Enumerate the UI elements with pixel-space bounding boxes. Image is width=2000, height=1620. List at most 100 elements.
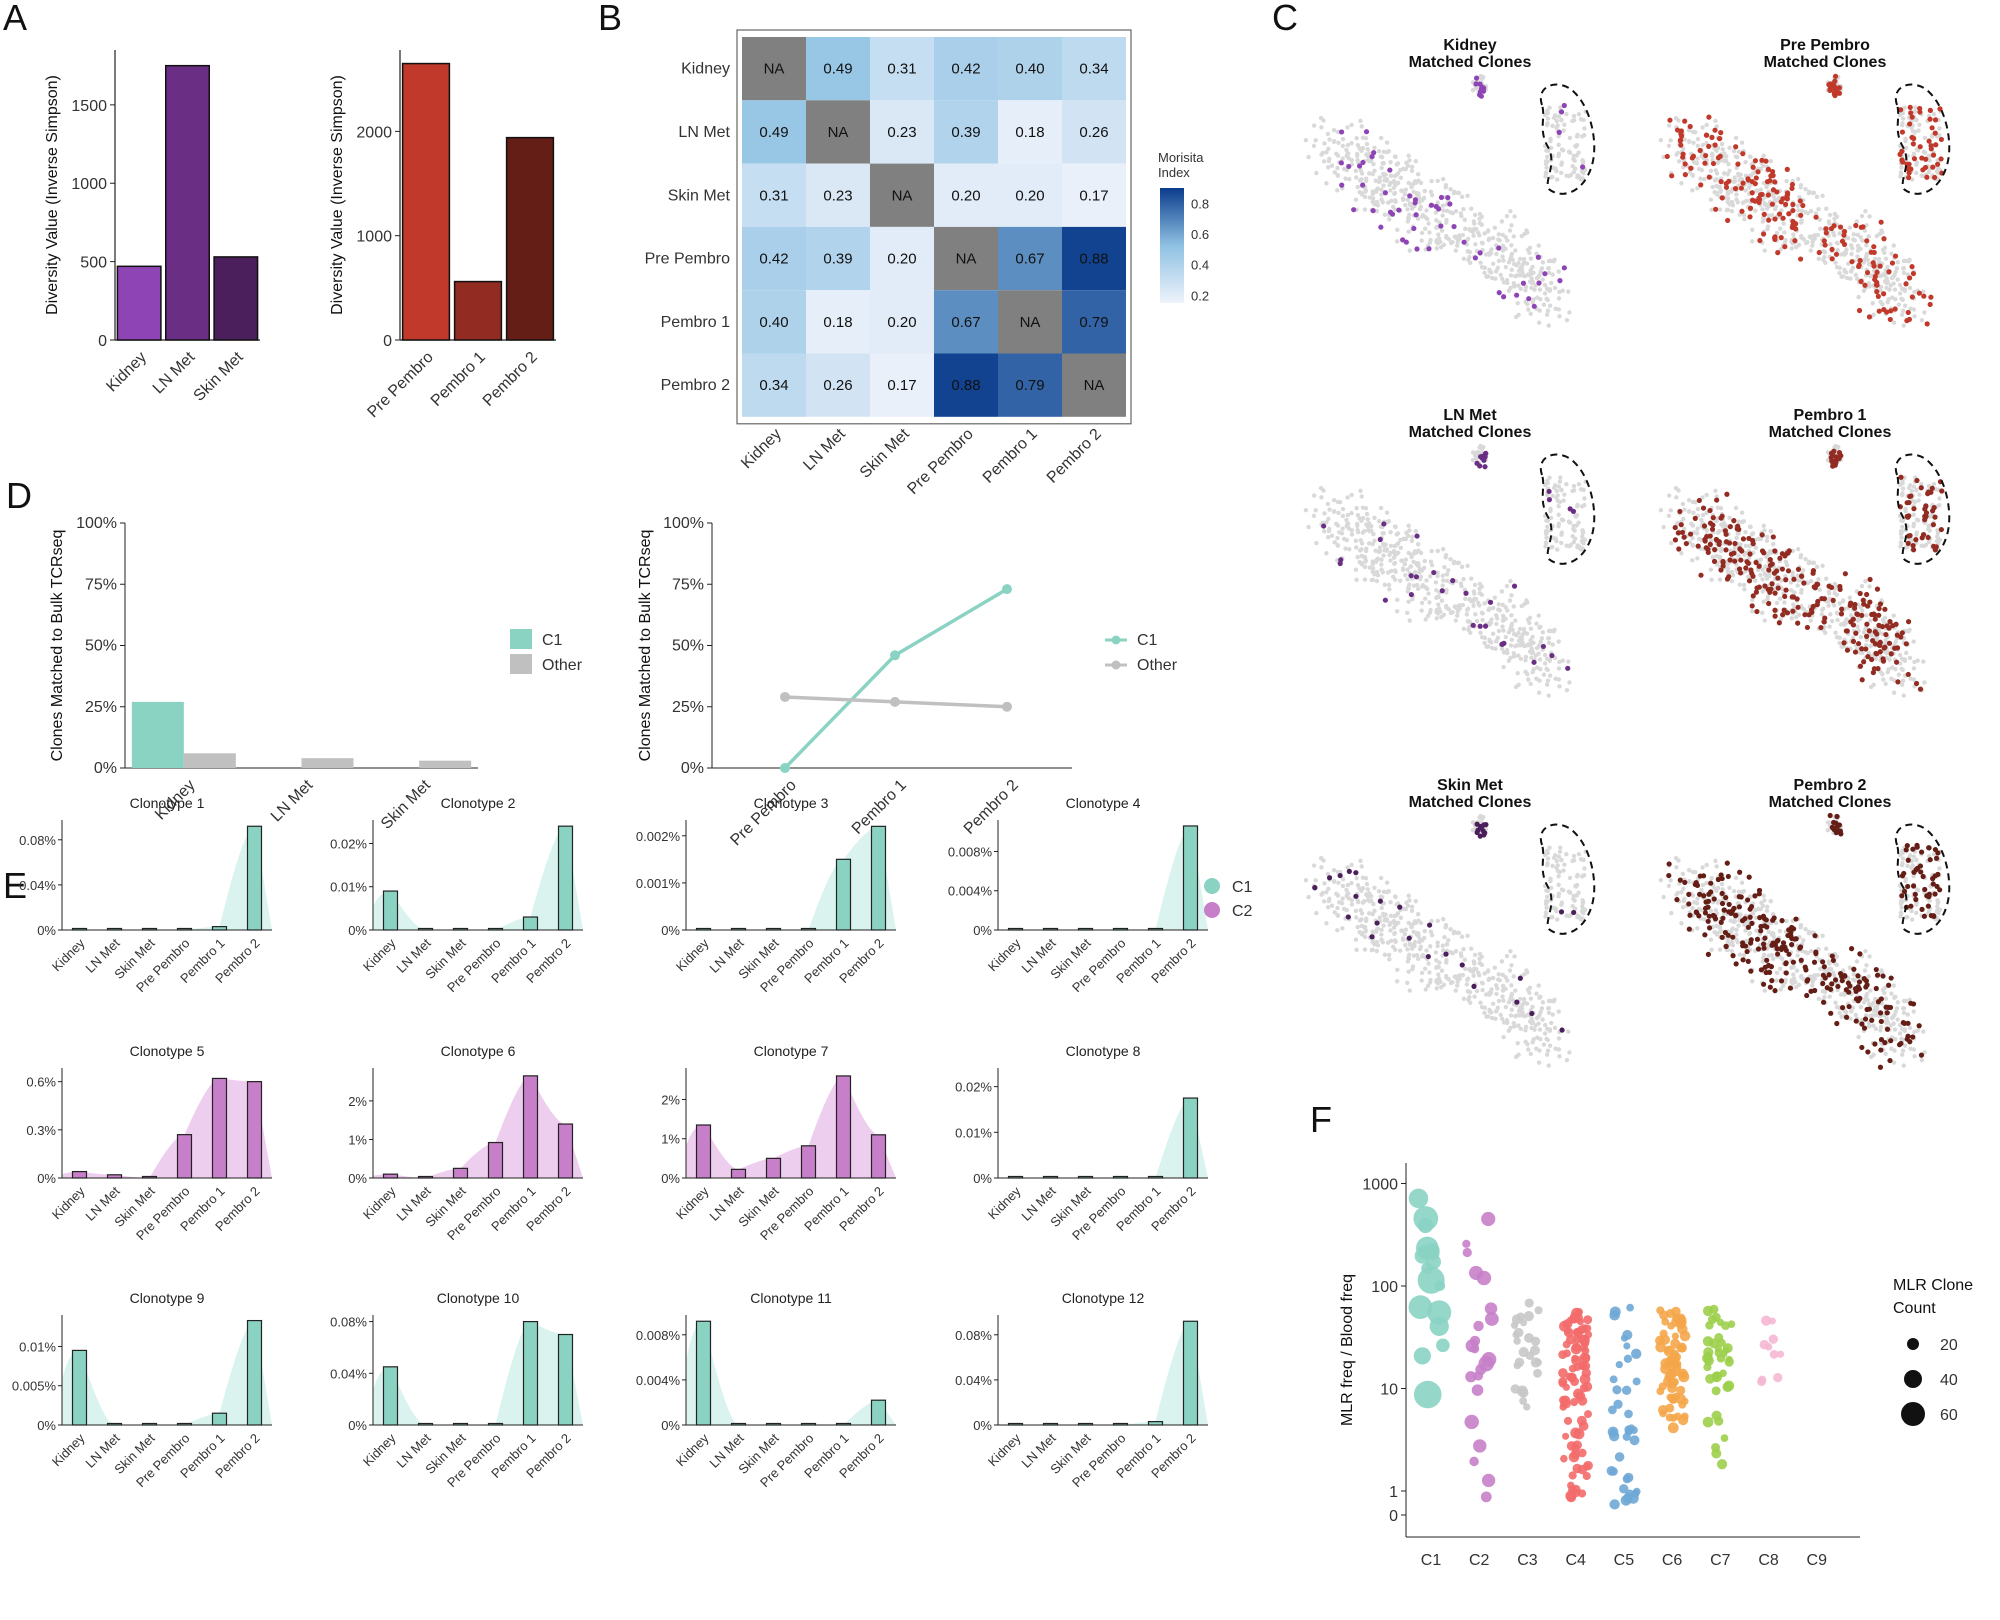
- umap-cell: [1559, 162, 1564, 167]
- umap-cell: [1508, 643, 1514, 648]
- umap-cell: [1428, 189, 1434, 194]
- matched-cell: [1908, 493, 1914, 499]
- umap-cell: [1369, 947, 1375, 953]
- umap-cell: [1335, 129, 1341, 135]
- umap-cell: [1474, 618, 1480, 624]
- umap-cell: [1912, 314, 1917, 319]
- umap-cell: [1405, 980, 1410, 986]
- matched-cell: [1514, 292, 1520, 298]
- umap-cell: [1770, 542, 1776, 547]
- heatmap-col-label: LN Met: [800, 425, 849, 474]
- umap-cell: [1530, 264, 1535, 270]
- umap-cell: [1444, 572, 1450, 577]
- umap-cell: [1552, 853, 1558, 858]
- matched-cell: [1928, 143, 1934, 149]
- umap-cell: [1379, 557, 1384, 563]
- matched-cell: [1911, 506, 1917, 512]
- umap-cell: [1725, 191, 1731, 197]
- umap-cell: [1827, 221, 1832, 226]
- umap-cell: [1420, 953, 1426, 958]
- umap-cell: [1540, 277, 1545, 282]
- umap-cell: [1911, 307, 1917, 312]
- umap-cell: [1372, 145, 1377, 150]
- matched-cell: [1723, 531, 1729, 537]
- matched-cell: [1718, 567, 1724, 573]
- umap-cell: [1741, 212, 1747, 218]
- umap-cell: [1801, 607, 1807, 612]
- matched-cell: [1718, 919, 1724, 925]
- umap-cell: [1715, 145, 1721, 151]
- umap-cell: [1434, 958, 1439, 963]
- umap-cell: [1360, 515, 1366, 521]
- umap-cell: [1682, 137, 1687, 142]
- umap-cell: [1539, 266, 1545, 271]
- matched-cell: [1556, 129, 1562, 135]
- umap-cell: [1392, 930, 1398, 936]
- umap-cell: [1564, 317, 1570, 323]
- umap-cell: [1743, 529, 1748, 535]
- umap-cell: [1311, 143, 1317, 149]
- matched-cell: [1723, 539, 1730, 545]
- umap-cell: [1912, 1054, 1917, 1059]
- umap-cell: [1544, 492, 1550, 498]
- umap-cell: [1859, 583, 1865, 589]
- umap-cell: [1332, 910, 1337, 915]
- umap-cell: [1686, 867, 1692, 873]
- umap-cell: [1907, 257, 1912, 262]
- umap-cell: [1383, 912, 1388, 917]
- umap-cell: [1357, 929, 1362, 935]
- umap-cell: [1441, 208, 1446, 213]
- umap-cell: [1791, 232, 1796, 237]
- umap-cell: [1422, 928, 1428, 934]
- umap-cell: [1690, 188, 1695, 193]
- umap-cell: [1369, 577, 1375, 583]
- umap-cell: [1427, 970, 1432, 975]
- umap-cell: [1335, 913, 1341, 918]
- umap-cell: [1899, 312, 1905, 317]
- umap-cell: [1378, 894, 1384, 899]
- umap-cell: [1700, 882, 1706, 888]
- umap-cell: [1470, 457, 1476, 463]
- heatmap-value: NA: [956, 251, 977, 268]
- matched-cell: [1927, 857, 1933, 863]
- umap-cell: [1440, 213, 1445, 218]
- heatmap-cell: [998, 290, 1062, 354]
- umap-cell: [1827, 966, 1832, 971]
- umap-cell: [1525, 600, 1530, 605]
- umap-cell: [1336, 510, 1341, 516]
- matched-cell: [1414, 533, 1420, 539]
- umap-cell: [1926, 909, 1932, 915]
- matched-cell: [1811, 959, 1818, 965]
- heatmap-cell: [870, 290, 934, 354]
- matched-cell: [1517, 975, 1523, 981]
- matched-cell: [1905, 514, 1911, 520]
- umap-cell: [1864, 243, 1869, 248]
- umap-cell: [1534, 676, 1539, 681]
- umap-cell: [1576, 482, 1582, 487]
- matched-cell: [1758, 928, 1764, 934]
- umap-cell: [1373, 178, 1378, 183]
- umap-cell: [1861, 288, 1867, 293]
- umap-cell: [1395, 609, 1400, 614]
- matched-cell: [1895, 679, 1901, 685]
- umap-cell: [1690, 173, 1696, 178]
- umap-cell: [1379, 187, 1384, 193]
- matched-cell: [1707, 533, 1713, 539]
- umap-cell: [1708, 168, 1714, 174]
- umap-cell: [1716, 554, 1722, 560]
- umap-cell: [1899, 905, 1904, 910]
- umap-cell: [1458, 951, 1464, 956]
- umap-cell: [1695, 896, 1700, 901]
- heatmap-cell: [934, 290, 998, 354]
- umap-cell: [1578, 117, 1584, 122]
- matched-cell: [1678, 131, 1684, 137]
- umap-cell: [1762, 618, 1767, 623]
- heatmap-cell: [742, 290, 806, 354]
- y-tick-label: 1000: [71, 176, 107, 193]
- matched-cell: [1371, 150, 1377, 156]
- umap-cell: [1679, 890, 1684, 895]
- matched-cell: [1733, 144, 1739, 150]
- umap-cell: [1454, 605, 1459, 611]
- umap-cell: [1392, 921, 1397, 926]
